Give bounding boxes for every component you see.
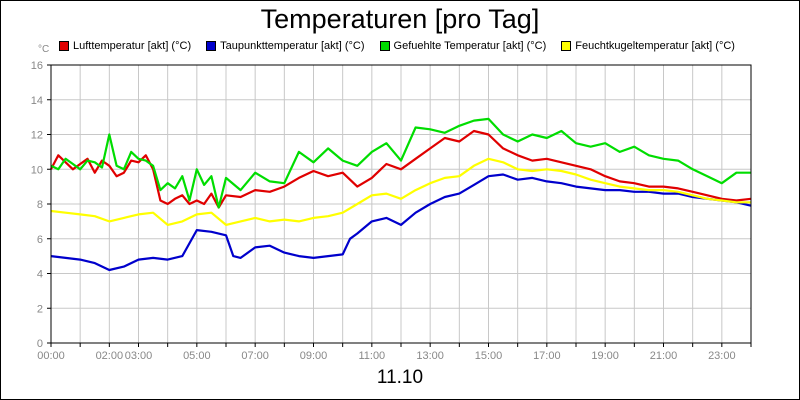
x-tick-label: 19:00	[591, 350, 619, 362]
series-line-1	[50, 129, 752, 209]
x-tick-label: 07:00	[241, 350, 269, 362]
x-tick-label: 21:00	[650, 350, 678, 362]
y-tick-label: 2	[37, 303, 43, 315]
series-line-3	[50, 117, 751, 209]
legend-item-2: Taupunkttemperatur [akt] (°C)	[206, 39, 365, 53]
y-tick-label: 4	[37, 269, 43, 281]
legend-swatch	[379, 41, 390, 51]
x-tick-label: 17:00	[533, 350, 561, 362]
x-tick-label: 00:00	[37, 350, 65, 362]
series-line-4	[50, 157, 751, 226]
legend-label: Feuchtkugeltemperatur [akt] (°C)	[575, 40, 735, 52]
x-tick-label: 02:00	[96, 350, 124, 362]
y-tick-label: 12	[31, 130, 43, 142]
x-tick-label: 05:00	[183, 350, 211, 362]
chart-legend: Lufttemperatur [akt] (°C) Taupunkttempera…	[59, 39, 750, 53]
legend-label: Lufttemperatur [akt] (°C)	[73, 40, 192, 52]
legend-swatch	[561, 41, 572, 51]
y-tick-label: 6	[37, 234, 43, 246]
y-tick-label: 8	[37, 199, 43, 211]
x-tick-label: 23:00	[708, 350, 736, 362]
y-tick-label: 10	[31, 164, 43, 176]
x-tick-label: 11:00	[358, 350, 385, 362]
y-tick-label: 14	[31, 95, 43, 107]
legend-swatch	[59, 41, 69, 51]
series-line-2	[50, 173, 752, 272]
chart-title: Temperaturen [pro Tag]	[260, 4, 540, 34]
legend-label: Taupunkttemperatur [akt] (°C)	[220, 40, 365, 52]
legend-swatch	[206, 41, 217, 51]
y-tick-label: 16	[31, 60, 43, 72]
y-tick-label: 0	[37, 338, 43, 350]
legend-item-1: Lufttemperatur [akt] (°C)	[59, 39, 191, 53]
legend-item-4: Feuchtkugeltemperatur [akt] (°C)	[561, 39, 735, 53]
x-tick-label: 13:00	[416, 350, 444, 362]
x-tick-label: 09:00	[300, 350, 328, 362]
y-axis-label: °C	[38, 44, 49, 55]
legend-item-3: Gefuehlte Temperatur [akt] (°C)	[379, 39, 547, 53]
grid	[51, 64, 751, 344]
x-axis-label: 11.10	[376, 367, 424, 388]
x-tick-label: 15:00	[475, 350, 503, 362]
legend-label: Gefuehlte Temperatur [akt] (°C)	[393, 40, 547, 52]
x-tick-label: 03:00	[125, 350, 153, 362]
